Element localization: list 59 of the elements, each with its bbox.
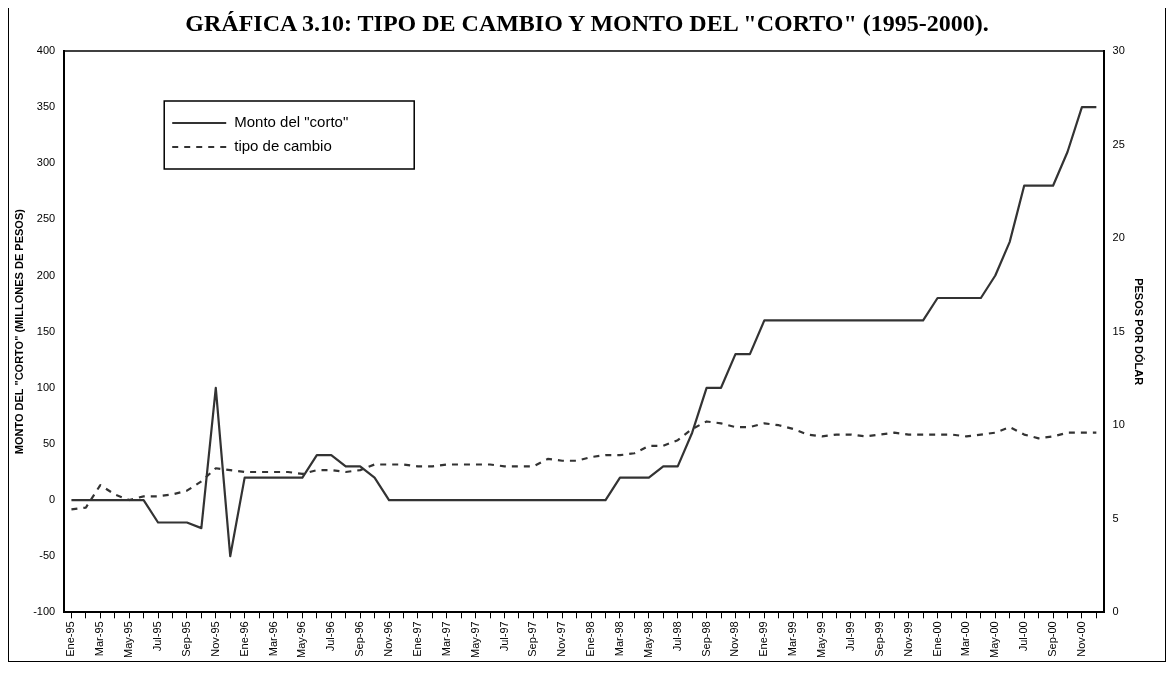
- y-tick-label: 200: [36, 268, 56, 281]
- x-tick-label: Mar-99: [786, 621, 799, 657]
- x-tick-label: Mar-95: [93, 621, 106, 657]
- x-tick-label: Nov-98: [728, 621, 741, 657]
- x-tick-label: Mar-97: [439, 621, 452, 657]
- y2-tick-label: 15: [1112, 324, 1125, 337]
- y2-tick-label: 5: [1112, 511, 1119, 524]
- y2-tick-label: 10: [1112, 418, 1125, 431]
- y2-axis-title: PESOS POR DÓLAR: [1133, 278, 1146, 386]
- x-tick-label: May-99: [815, 621, 828, 659]
- y-tick-label: 300: [36, 156, 56, 169]
- x-tick-label: Sep-99: [872, 621, 885, 657]
- y2-tick-label: 0: [1112, 605, 1119, 618]
- y-tick-label: 400: [36, 44, 56, 57]
- y-tick-label: 50: [42, 436, 56, 449]
- x-tick-label: Mar-00: [959, 621, 972, 657]
- y2-tick-label: 30: [1112, 44, 1125, 57]
- x-tick-label: Mar-98: [613, 621, 626, 657]
- x-tick-label: Nov-96: [382, 621, 395, 657]
- x-tick-label: Sep-96: [353, 621, 366, 657]
- x-tick-label: May-98: [641, 621, 654, 659]
- y-tick-label: 100: [36, 380, 56, 393]
- x-tick-label: Ene-97: [410, 621, 423, 657]
- x-tick-label: Jul-95: [151, 621, 164, 652]
- x-tick-label: Ene-00: [930, 621, 943, 657]
- y-tick-label: 250: [36, 212, 56, 225]
- y-tick-label: -100: [33, 605, 56, 618]
- x-tick-label: Nov-00: [1074, 621, 1087, 657]
- x-tick-label: Ene-96: [237, 621, 250, 657]
- y2-tick-label: 20: [1112, 231, 1125, 244]
- y-tick-label: 0: [49, 493, 56, 506]
- x-tick-label: Mar-96: [266, 621, 279, 657]
- x-tick-label: Sep-00: [1046, 621, 1059, 657]
- y-axis-title: MONTO DEL "CORTO" (MILLONES DE PESOS): [12, 208, 25, 455]
- y-tick-label: -50: [39, 549, 56, 562]
- x-tick-label: Nov-95: [208, 621, 221, 657]
- x-tick-label: Sep-97: [526, 621, 539, 657]
- x-tick-label: Jul-97: [497, 621, 510, 652]
- x-tick-label: Jul-99: [843, 621, 856, 652]
- x-tick-label: Jul-98: [670, 621, 683, 652]
- y-tick-label: 350: [36, 100, 56, 113]
- x-tick-label: Ene-95: [64, 621, 77, 657]
- chart-title: GRÁFICA 3.10: TIPO DE CAMBIO Y MONTO DEL "CORTO" (1995-2000).: [184, 9, 990, 38]
- x-tick-label: May-95: [122, 621, 135, 659]
- x-tick-label: Ene-98: [584, 621, 597, 657]
- x-tick-label: Sep-98: [699, 621, 712, 657]
- legend-label: Monto del "corto": [234, 113, 349, 131]
- x-tick-label: May-00: [988, 621, 1001, 659]
- x-tick-label: Sep-95: [179, 621, 192, 657]
- x-tick-label: Nov-99: [901, 621, 914, 657]
- x-tick-label: Jul-96: [324, 621, 337, 652]
- y-tick-label: 150: [36, 324, 56, 337]
- x-tick-label: Ene-99: [757, 621, 770, 657]
- x-tick-label: May-96: [295, 621, 308, 659]
- x-tick-label: Jul-00: [1017, 621, 1030, 652]
- legend-label: tipo de cambio: [234, 137, 332, 155]
- x-tick-label: Nov-97: [555, 621, 568, 657]
- y2-tick-label: 25: [1112, 137, 1125, 150]
- x-tick-label: May-97: [468, 621, 481, 659]
